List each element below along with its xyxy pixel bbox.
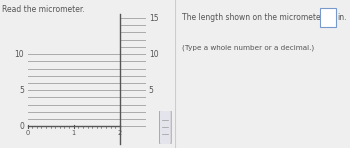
Text: 2: 2 [118, 130, 122, 136]
Text: 15: 15 [149, 14, 158, 22]
FancyBboxPatch shape [160, 110, 171, 145]
Text: 5: 5 [19, 86, 24, 95]
Text: 5: 5 [149, 86, 154, 95]
Text: 10: 10 [149, 50, 158, 59]
FancyBboxPatch shape [320, 8, 336, 27]
Text: 10: 10 [14, 50, 24, 59]
Text: in.: in. [338, 13, 347, 22]
Text: 0: 0 [26, 130, 30, 136]
Text: 0: 0 [19, 122, 24, 131]
Text: 1: 1 [72, 130, 76, 136]
Text: Read the micrometer.: Read the micrometer. [2, 5, 85, 14]
Text: (Type a whole number or a decimal.): (Type a whole number or a decimal.) [182, 44, 314, 51]
Text: The length shown on the micrometer is: The length shown on the micrometer is [182, 13, 332, 22]
